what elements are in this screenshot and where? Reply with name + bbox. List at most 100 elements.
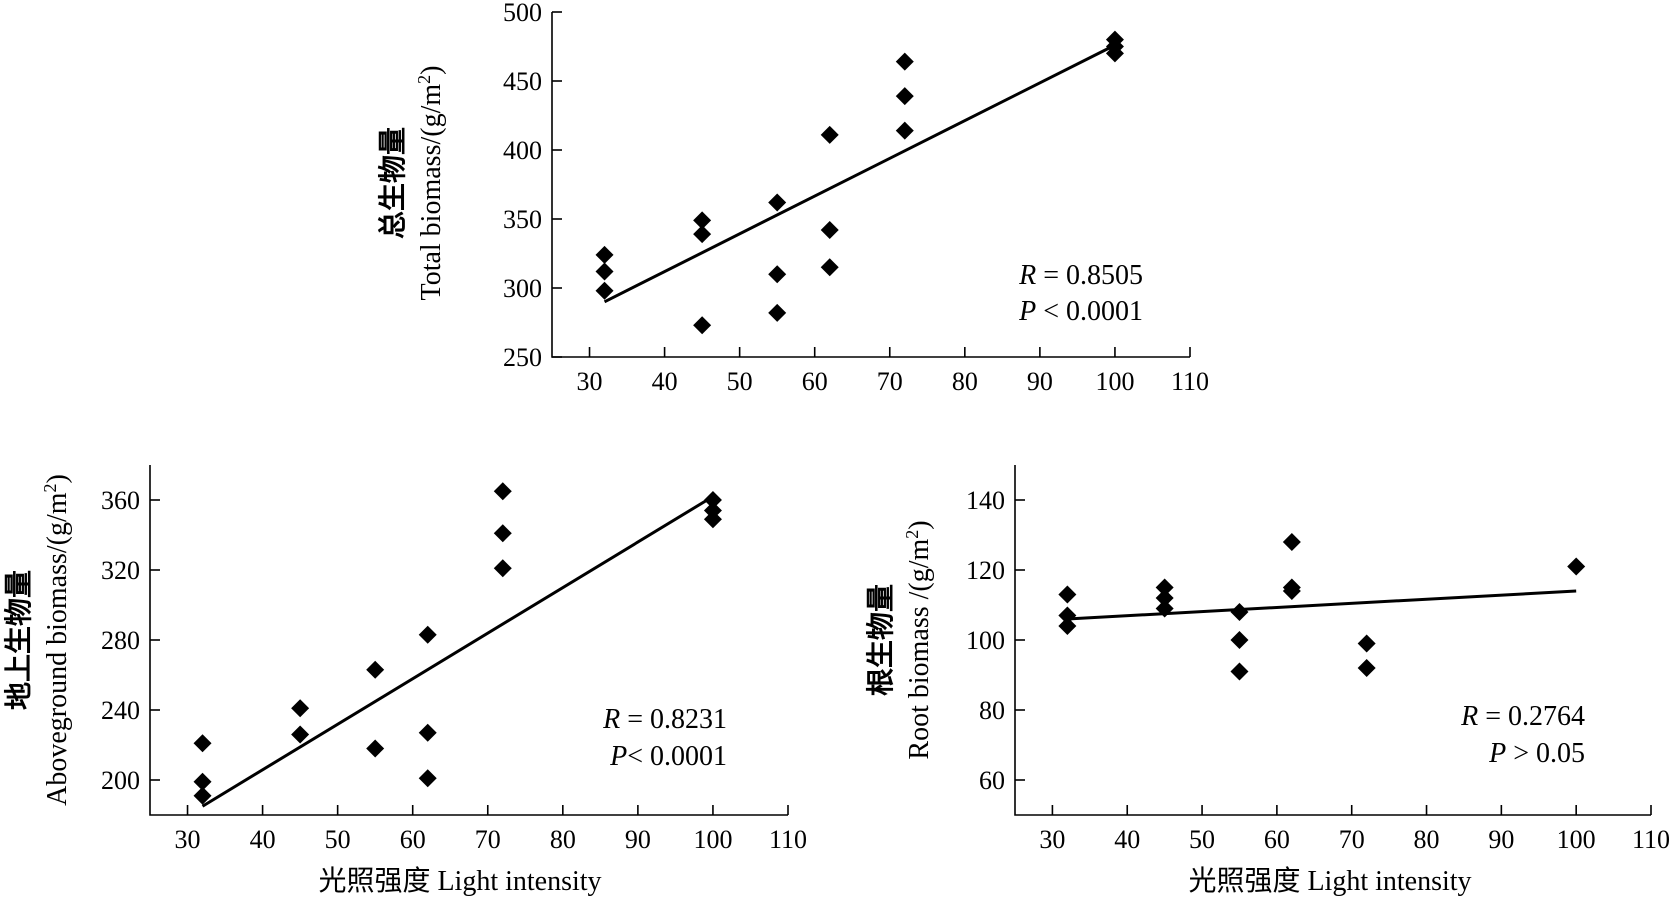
data-point-diamond xyxy=(1058,606,1077,625)
stat-p-value: < 0.0001 xyxy=(1036,296,1143,327)
y-tick-label: 500 xyxy=(503,0,542,27)
y-axis-label-en: Aboveground biomass/(g/m2) xyxy=(40,474,73,806)
y-tick-label: 120 xyxy=(966,556,1005,585)
x-tick-label: 100 xyxy=(1557,825,1596,854)
x-tick-label: 30 xyxy=(1039,825,1065,854)
y-axis-label-sup: 2 xyxy=(414,75,434,84)
y-axis-label-unit: Total biomass/(g/m xyxy=(416,84,447,301)
data-point-diamond xyxy=(693,211,712,230)
x-tick-label: 60 xyxy=(802,367,828,396)
y-tick-label: 140 xyxy=(966,486,1005,515)
y-tick-label: 300 xyxy=(503,274,542,303)
x-tick-label: 110 xyxy=(1171,367,1209,396)
y-axis-label-zh: 地上生物量 xyxy=(3,570,35,710)
x-tick-label: 40 xyxy=(250,825,276,854)
y-tick-label: 60 xyxy=(979,766,1005,795)
x-axis-label: 光照强度 Light intensity xyxy=(1188,865,1471,897)
y-axis-label-en: Total biomass/(g/m2) xyxy=(414,66,447,301)
regression-line xyxy=(603,43,1116,304)
stat-r-symbol: R xyxy=(1460,701,1478,732)
data-point-diamond xyxy=(895,121,914,140)
data-point-diamond xyxy=(1155,589,1174,607)
axes-frame xyxy=(149,465,788,816)
x-tick-label: 80 xyxy=(1414,825,1440,854)
y-tick-label: 100 xyxy=(966,626,1005,655)
data-point-diamond xyxy=(493,482,512,501)
data-point-diamond xyxy=(1155,599,1174,618)
x-tick-label: 30 xyxy=(577,367,603,396)
x-tick-label: 70 xyxy=(877,367,903,396)
data-point-diamond xyxy=(1357,634,1376,653)
chart-panel-1: 250 300 350 400 450 500 30 40 50 60 70 80 90 100 110 总生… xyxy=(377,0,1209,396)
data-point-diamond xyxy=(493,559,512,578)
y-tick-label: 250 xyxy=(503,343,542,372)
data-point-diamond xyxy=(418,769,437,788)
stat-p: P < 0.0001 xyxy=(1018,296,1143,327)
data-point-diamond xyxy=(693,316,712,335)
data-point-diamond xyxy=(1357,659,1376,677)
y-axis-label-zh: 总生物量 xyxy=(377,127,409,239)
y-tick-label: 450 xyxy=(503,67,542,96)
y-tick-label: 360 xyxy=(101,486,140,515)
y-axis-label-end: ) xyxy=(416,66,447,75)
data-point-diamond xyxy=(768,193,787,212)
stat-r-symbol: R xyxy=(602,704,620,735)
data-point-diamond xyxy=(1105,44,1124,63)
x-tick-label: 80 xyxy=(952,367,978,396)
data-point-diamond xyxy=(895,87,914,106)
data-point-diamond xyxy=(1230,631,1249,649)
data-point-diamond xyxy=(693,225,712,244)
x-tick-label: 40 xyxy=(1114,825,1140,854)
data-point-diamond xyxy=(1058,617,1077,635)
x-axis-label: 光照强度 Light intensity xyxy=(318,865,601,897)
stat-r-value: = 0.2764 xyxy=(1478,701,1585,732)
data-point-diamond xyxy=(595,245,614,264)
data-point-diamond xyxy=(820,221,839,240)
data-point-diamond xyxy=(1058,585,1077,604)
y-axis-label-unit: /(g/m xyxy=(904,539,935,607)
data-point-diamond xyxy=(1282,582,1301,600)
x-tick-label: 70 xyxy=(475,825,501,854)
data-point-diamond xyxy=(1282,533,1301,551)
y-tick-label: 240 xyxy=(101,696,140,725)
data-point-diamond xyxy=(1567,557,1586,576)
stat-r: R = 0.8505 xyxy=(1018,260,1143,291)
data-point-diamond xyxy=(366,739,385,758)
data-point-diamond xyxy=(291,699,310,718)
regression-line xyxy=(1067,589,1577,621)
x-tick-label: 90 xyxy=(1488,825,1514,854)
data-point-diamond xyxy=(1155,578,1174,597)
y-tick-label: 320 xyxy=(101,556,140,585)
stat-p-symbol: P xyxy=(609,741,627,772)
axes-frame xyxy=(1014,465,1651,816)
data-point-diamond xyxy=(820,125,839,144)
stat-r-value: = 0.8231 xyxy=(620,704,727,735)
stat-p-value: > 0.05 xyxy=(1506,738,1585,769)
x-tick-label: 70 xyxy=(1339,825,1365,854)
x-tick-label: 50 xyxy=(325,825,351,854)
chart-panel-2: 200 240 280 320 360 30 40 50 60 70 80 90 100 110 地上生物量… xyxy=(3,465,807,897)
regression-line xyxy=(201,495,714,808)
data-point-diamond xyxy=(768,303,787,322)
data-point-diamond xyxy=(595,281,614,300)
stat-p: P< 0.0001 xyxy=(609,741,727,772)
y-axis-label-zh: 根生物量 xyxy=(865,584,897,696)
y-axis-label-unit: Aboveground biomass/(g/m xyxy=(42,492,73,806)
x-tick-label: 40 xyxy=(652,367,678,396)
data-point-diamond xyxy=(820,258,839,277)
data-point-diamond xyxy=(703,491,722,509)
data-point-diamond xyxy=(418,625,437,644)
y-axis-label-sup: 2 xyxy=(902,530,922,539)
x-tick-label: 90 xyxy=(625,825,651,854)
data-point-diamond xyxy=(291,725,310,744)
data-point-diamond xyxy=(703,510,722,529)
data-point-diamond xyxy=(193,772,212,791)
y-axis-label-prefix: Root biomass xyxy=(904,606,935,759)
x-tick-label: 100 xyxy=(693,825,732,854)
x-tick-label: 90 xyxy=(1027,367,1053,396)
x-tick-label: 80 xyxy=(550,825,576,854)
data-point-diamond xyxy=(1230,662,1249,681)
stat-p: P > 0.05 xyxy=(1488,738,1585,769)
y-tick-label: 280 xyxy=(101,626,140,655)
